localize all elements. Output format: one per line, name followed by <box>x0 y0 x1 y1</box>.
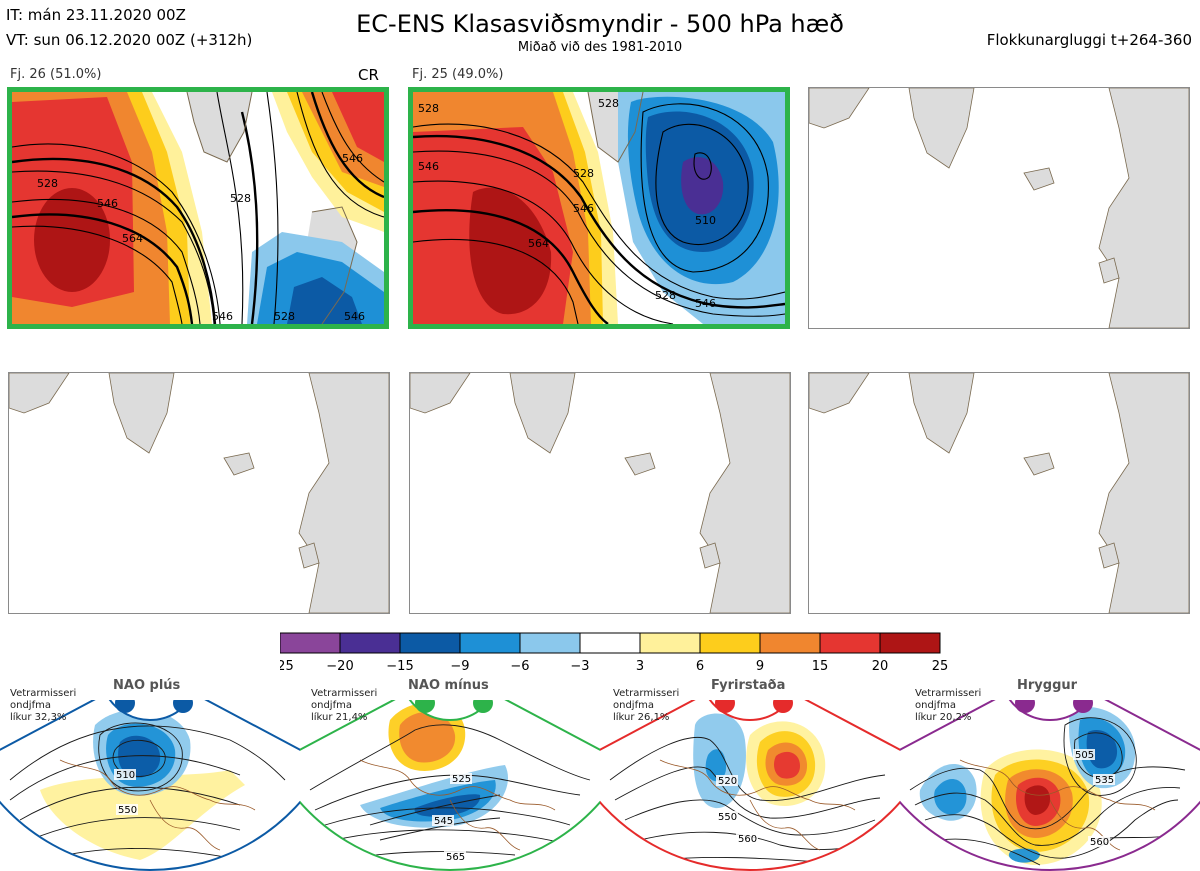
page-subtitle: Miðað við des 1981-2010 <box>517 40 683 55</box>
contour-label: 546 <box>342 152 363 165</box>
contour-label: 510 <box>695 214 716 227</box>
cluster-2-label: Fj. 25 (49.0%) <box>412 67 504 82</box>
regime-name-blocking: Fyrirstaða <box>711 678 786 693</box>
empty-map-1-graphic <box>809 88 1189 328</box>
empty-map-4-graphic <box>809 373 1189 613</box>
contour-label: 564 <box>122 232 143 245</box>
colorbar-swatch <box>459 632 521 654</box>
classification-window: Flokkunargluggi t+264-360 <box>986 31 1192 49</box>
colorbar: −25 −20 −15 −9 −6 −3 3 6 9 15 20 25 <box>280 632 949 674</box>
cluster-map-2-graphic: 528 546 564 528 546 510 528 546 528 <box>413 92 785 324</box>
colorbar-tick-label: 6 <box>696 659 704 674</box>
colorbar-tick-label: 20 <box>872 659 889 674</box>
regime-contour-label: 505 <box>1075 750 1094 761</box>
colorbar-swatch <box>639 632 701 654</box>
colorbar-swatch <box>339 632 401 654</box>
regime-fan-ridge: 505 535 560 <box>900 700 1200 871</box>
regime-contour-label: 535 <box>1095 775 1114 786</box>
regime-info-ridge: Vetrarmisseri ondjfma líkur 20,2% <box>915 688 982 723</box>
regime-fan-nao-minus: 525 545 565 <box>300 700 600 871</box>
contour-label: 546 <box>344 310 365 323</box>
empty-map-1 <box>808 87 1190 329</box>
empty-map-3 <box>409 372 791 614</box>
colorbar-tick-label: −15 <box>386 659 413 674</box>
regime-info-blocking: Vetrarmisseri ondjfma líkur 26,1% <box>613 688 680 723</box>
contour-label: 528 <box>230 192 251 205</box>
colorbar-swatch <box>399 632 461 654</box>
contour-label: 546 <box>573 202 594 215</box>
cluster-map-1-graphic: 528 546 564 528 546 546 528 546 <box>12 92 384 324</box>
contour-label: 546 <box>695 297 716 310</box>
regime-contour-label: 550 <box>718 812 737 823</box>
contour-label: 528 <box>655 289 676 302</box>
page-title: EC-ENS Klasasviðsmyndir - 500 hPa hæð <box>356 10 844 38</box>
regime-marker-dot <box>473 700 493 713</box>
empty-map-2-graphic <box>9 373 389 613</box>
regime-contour-label: 560 <box>738 834 757 845</box>
regime-name-ridge: Hryggur <box>1017 678 1078 693</box>
colorbar-swatch <box>699 632 761 654</box>
colorbar-swatch <box>759 632 821 654</box>
regime-contour-label: 525 <box>452 774 471 785</box>
regime-marker-dot <box>1015 700 1035 713</box>
colorbar-swatch <box>879 632 941 654</box>
contour-label: 528 <box>37 177 58 190</box>
regime-marker-dot <box>715 700 735 713</box>
regime-contour-label: 510 <box>116 770 135 781</box>
regime-contour-label: 550 <box>118 805 137 816</box>
contour-label: 528 <box>274 310 295 323</box>
colorbar-tick-label: 9 <box>756 659 764 674</box>
regime-name-nao-minus: NAO mínus <box>408 678 489 693</box>
regime-contour-label: 565 <box>446 852 465 863</box>
colorbar-tick-label: 3 <box>636 659 644 674</box>
colorbar-tick-label: −3 <box>570 659 589 674</box>
cluster-1-label: Fj. 26 (51.0%) <box>10 67 102 82</box>
regime-contour-label: 520 <box>718 776 737 787</box>
regime-name-nao-plus: NAO plús <box>113 678 181 693</box>
colorbar-swatch <box>519 632 581 654</box>
initial-time: IT: mán 23.11.2020 00Z <box>6 6 186 24</box>
cluster-map-1: 528 546 564 528 546 546 528 546 <box>7 87 389 329</box>
colorbar-tick-label: 25 <box>932 659 949 674</box>
contour-label: 528 <box>573 167 594 180</box>
cluster-1-tag: CR <box>358 66 379 84</box>
regime-info-nao-minus: Vetrarmisseri ondjfma líkur 21,4% <box>311 688 378 723</box>
contour-label: 528 <box>598 97 619 110</box>
regime-marker-dot <box>1073 700 1093 713</box>
regime-marker-dot <box>115 700 135 713</box>
empty-map-2 <box>8 372 390 614</box>
regime-marker-dot <box>173 700 193 713</box>
cluster-map-2: 528 546 564 528 546 510 528 546 528 <box>408 87 790 329</box>
contour-label: 546 <box>97 197 118 210</box>
colorbar-tick-label: −6 <box>510 659 529 674</box>
regime-fan-nao-plus: 510 550 <box>0 700 300 871</box>
regime-marker-dot <box>773 700 793 713</box>
colorbar-tick-label: −20 <box>326 659 353 674</box>
colorbar-swatch <box>280 632 341 654</box>
regime-info-nao-plus: Vetrarmisseri ondjfma líkur 32,3% <box>10 688 77 723</box>
contour-label: 546 <box>212 310 233 323</box>
valid-time: VT: sun 06.12.2020 00Z (+312h) <box>6 31 253 49</box>
regime-contour-label: 545 <box>434 816 453 827</box>
colorbar-tick-label: −9 <box>450 659 469 674</box>
contour-label: 546 <box>418 160 439 173</box>
colorbar-tick-label: −25 <box>280 659 294 674</box>
colorbar-tick-label: 15 <box>812 659 829 674</box>
contour-label: 564 <box>528 237 549 250</box>
contour-label: 528 <box>418 102 439 115</box>
empty-map-4 <box>808 372 1190 614</box>
regime-contour-label: 560 <box>1090 837 1109 848</box>
colorbar-swatch <box>819 632 881 654</box>
empty-map-3-graphic <box>410 373 790 613</box>
regime-marker-dot <box>415 700 435 713</box>
colorbar-swatch <box>579 632 641 654</box>
